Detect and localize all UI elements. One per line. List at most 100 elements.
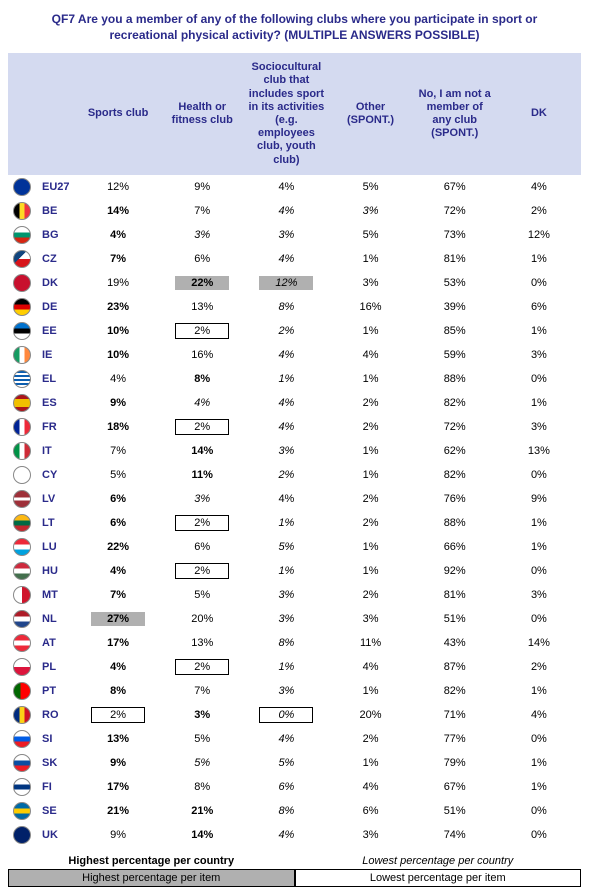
table-row: ES9%4%4%2%82%1% xyxy=(8,391,581,415)
flag-cell xyxy=(8,343,36,367)
value-cell: 2% xyxy=(328,727,412,751)
country-code: SI xyxy=(36,727,76,751)
value-cell: 39% xyxy=(413,295,497,319)
flag-cell xyxy=(8,319,36,343)
flag-cell xyxy=(8,679,36,703)
value-cell: 1% xyxy=(497,511,581,535)
value-cell: 4% xyxy=(160,391,244,415)
legend: Highest percentage per country Lowest pe… xyxy=(8,853,581,887)
value-cell: 1% xyxy=(328,559,412,583)
value-cell: 11% xyxy=(328,631,412,655)
value-cell: 2% xyxy=(328,487,412,511)
value-cell: 43% xyxy=(413,631,497,655)
value-cell: 14% xyxy=(160,823,244,847)
country-code: BE xyxy=(36,199,76,223)
value-cell: 88% xyxy=(413,367,497,391)
value-cell: 20% xyxy=(328,703,412,727)
value-cell: 1% xyxy=(244,511,328,535)
flag-icon xyxy=(13,418,31,436)
country-code: LV xyxy=(36,487,76,511)
flag-cell xyxy=(8,199,36,223)
value-cell: 59% xyxy=(413,343,497,367)
value-cell: 2% xyxy=(328,391,412,415)
value-cell: 4% xyxy=(328,775,412,799)
country-code: PL xyxy=(36,655,76,679)
value-cell: 92% xyxy=(413,559,497,583)
flag-icon xyxy=(13,826,31,844)
flag-cell xyxy=(8,655,36,679)
flag-icon xyxy=(13,538,31,556)
value-cell: 3% xyxy=(160,703,244,727)
value-cell: 0% xyxy=(497,367,581,391)
country-code: CY xyxy=(36,463,76,487)
table-row: CZ7%6%4%1%81%1% xyxy=(8,247,581,271)
value-cell: 4% xyxy=(497,175,581,199)
table-row: BG4%3%3%5%73%12% xyxy=(8,223,581,247)
value-cell: 1% xyxy=(497,319,581,343)
flag-cell xyxy=(8,703,36,727)
value-cell: 4% xyxy=(76,559,160,583)
value-cell: 10% xyxy=(76,343,160,367)
value-cell: 76% xyxy=(413,487,497,511)
flag-icon xyxy=(13,586,31,604)
value-cell: 12% xyxy=(244,271,328,295)
value-cell: 1% xyxy=(328,679,412,703)
table-row: DK19%22%12%3%53%0% xyxy=(8,271,581,295)
value-cell: 2% xyxy=(244,319,328,343)
value-cell: 1% xyxy=(497,247,581,271)
question-title: QF7 Are you a member of any of the follo… xyxy=(8,8,581,53)
value-cell: 14% xyxy=(76,199,160,223)
value-cell: 5% xyxy=(244,751,328,775)
country-code: MT xyxy=(36,583,76,607)
value-cell: 7% xyxy=(76,583,160,607)
value-cell: 4% xyxy=(328,343,412,367)
value-cell: 3% xyxy=(244,583,328,607)
value-cell: 4% xyxy=(76,367,160,391)
country-code: FR xyxy=(36,415,76,439)
value-cell: 5% xyxy=(244,535,328,559)
value-cell: 13% xyxy=(497,439,581,463)
value-cell: 87% xyxy=(413,655,497,679)
value-cell: 17% xyxy=(76,631,160,655)
flag-cell xyxy=(8,367,36,391)
value-cell: 2% xyxy=(328,511,412,535)
value-cell: 72% xyxy=(413,199,497,223)
header-code xyxy=(36,53,76,175)
value-cell: 16% xyxy=(328,295,412,319)
value-cell: 81% xyxy=(413,247,497,271)
value-cell: 72% xyxy=(413,415,497,439)
flag-icon xyxy=(13,322,31,340)
value-cell: 3% xyxy=(328,199,412,223)
value-cell: 22% xyxy=(160,271,244,295)
table-row: LT6%2%1%2%88%1% xyxy=(8,511,581,535)
value-cell: 8% xyxy=(76,679,160,703)
value-cell: 4% xyxy=(244,199,328,223)
flag-cell xyxy=(8,799,36,823)
flag-icon xyxy=(13,658,31,676)
country-code: PT xyxy=(36,679,76,703)
value-cell: 1% xyxy=(328,463,412,487)
value-cell: 1% xyxy=(244,559,328,583)
value-cell: 14% xyxy=(160,439,244,463)
flag-icon xyxy=(13,298,31,316)
flag-icon xyxy=(13,394,31,412)
value-cell: 8% xyxy=(244,631,328,655)
value-cell: 3% xyxy=(497,415,581,439)
country-code: AT xyxy=(36,631,76,655)
value-cell: 13% xyxy=(76,727,160,751)
flag-cell xyxy=(8,247,36,271)
flag-cell xyxy=(8,583,36,607)
country-code: NL xyxy=(36,607,76,631)
value-cell: 51% xyxy=(413,607,497,631)
data-table: Sports clubHealth or fitness clubSociocu… xyxy=(8,53,581,847)
country-code: EE xyxy=(36,319,76,343)
value-cell: 9% xyxy=(497,487,581,511)
country-code: IE xyxy=(36,343,76,367)
value-cell: 4% xyxy=(244,823,328,847)
flag-cell xyxy=(8,391,36,415)
value-cell: 0% xyxy=(244,703,328,727)
value-cell: 1% xyxy=(244,655,328,679)
table-row: LV6%3%4%2%76%9% xyxy=(8,487,581,511)
value-cell: 2% xyxy=(328,415,412,439)
value-cell: 0% xyxy=(497,823,581,847)
